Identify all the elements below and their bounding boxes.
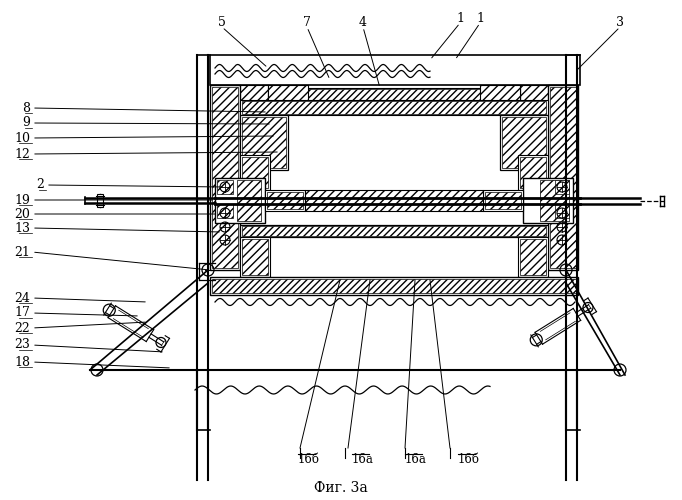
Text: 3: 3 [616, 16, 624, 28]
Bar [242, 117, 286, 168]
Bar [536, 183, 566, 218]
Text: 21: 21 [14, 246, 30, 258]
Bar [240, 237, 270, 277]
Bar [520, 85, 575, 105]
Bar [265, 190, 305, 211]
Bar [305, 190, 483, 211]
Text: 13: 13 [14, 222, 30, 234]
Bar [237, 180, 261, 221]
Bar [97, 194, 103, 207]
Bar [240, 225, 548, 237]
Bar [215, 178, 265, 223]
Text: 18: 18 [14, 356, 30, 368]
Bar [212, 87, 238, 268]
Bar [240, 100, 548, 115]
Bar [555, 204, 569, 218]
Bar [242, 101, 546, 114]
Bar [502, 117, 546, 168]
Bar [242, 157, 268, 188]
Text: 16б: 16б [298, 453, 320, 466]
Bar [550, 87, 576, 268]
Bar [523, 178, 573, 223]
Text: 1: 1 [476, 12, 484, 24]
Bar [270, 89, 518, 101]
Text: 9: 9 [22, 116, 30, 130]
Text: 2: 2 [36, 178, 44, 192]
Bar [217, 180, 233, 194]
Text: 19: 19 [14, 194, 30, 206]
Bar [268, 85, 308, 105]
Bar [538, 185, 564, 216]
Bar [242, 239, 268, 275]
Bar [480, 85, 520, 105]
Bar [212, 279, 576, 293]
Text: 1: 1 [456, 12, 464, 24]
Bar [268, 85, 308, 105]
Bar [480, 85, 520, 105]
Bar [518, 237, 548, 277]
Bar [305, 190, 483, 211]
Bar [520, 85, 575, 105]
Text: 10: 10 [14, 132, 30, 144]
Bar [213, 85, 268, 105]
Text: 16а: 16а [352, 453, 374, 466]
Bar [520, 239, 546, 275]
Text: 24: 24 [14, 292, 30, 304]
Text: 16б: 16б [458, 453, 480, 466]
Bar [540, 180, 569, 221]
Bar [210, 277, 578, 295]
Bar [485, 192, 521, 209]
Text: 4: 4 [359, 16, 367, 28]
Bar [240, 115, 288, 170]
Bar [520, 157, 546, 188]
Bar [242, 226, 546, 236]
Text: Фиг. 3а: Фиг. 3а [314, 481, 368, 495]
Bar [500, 115, 548, 170]
Text: 23: 23 [14, 338, 30, 351]
Bar [548, 85, 578, 270]
Text: 12: 12 [14, 148, 30, 160]
Text: 7: 7 [303, 16, 311, 28]
Bar [213, 85, 268, 105]
Bar [210, 85, 240, 270]
Bar [240, 155, 270, 190]
Text: 16а: 16а [405, 453, 427, 466]
Text: 8: 8 [22, 102, 30, 114]
Bar [483, 190, 523, 211]
Bar [224, 185, 250, 216]
Bar [267, 192, 303, 209]
Text: 20: 20 [14, 208, 30, 220]
Text: 22: 22 [14, 322, 30, 334]
Bar [518, 155, 548, 190]
Text: 17: 17 [14, 306, 30, 320]
Bar [555, 180, 569, 194]
Bar [268, 88, 520, 102]
Bar [222, 183, 252, 218]
Text: 5: 5 [218, 16, 226, 28]
Bar [217, 204, 233, 218]
Bar [210, 55, 580, 85]
